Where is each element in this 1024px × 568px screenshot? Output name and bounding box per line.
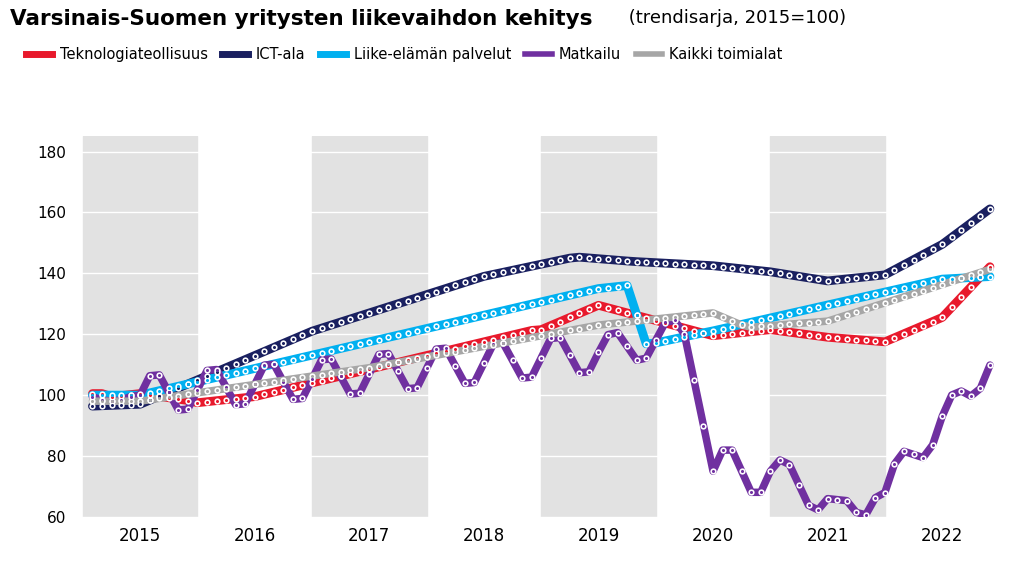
- Legend: Teknologiateollisuus, ICT-ala, Liike-elämän palvelut, Matkailu, Kaikki toimialat: Teknologiateollisuus, ICT-ala, Liike-elä…: [20, 41, 788, 68]
- Bar: [542, 136, 655, 517]
- Bar: [770, 136, 885, 517]
- Text: Varsinais-Suomen yritysten liikevaihdon kehitys: Varsinais-Suomen yritysten liikevaihdon …: [10, 9, 593, 28]
- Text: (trendisarja, 2015=100): (trendisarja, 2015=100): [623, 9, 846, 27]
- Bar: [83, 136, 198, 517]
- Bar: [312, 136, 427, 517]
